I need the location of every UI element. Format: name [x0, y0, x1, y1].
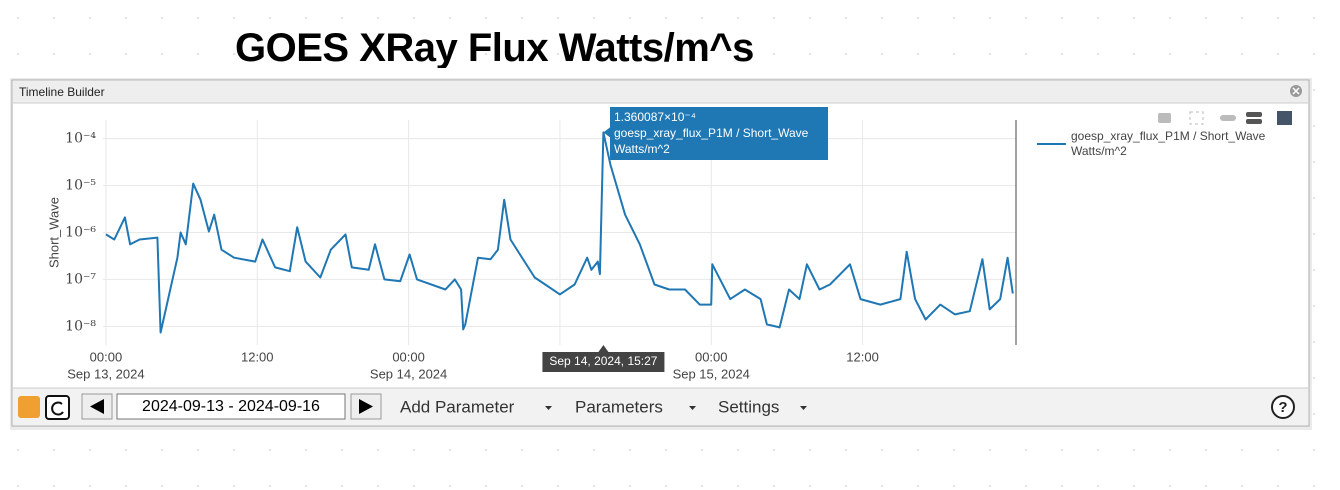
menu-caret — [800, 406, 807, 410]
hover-compare-icon[interactable] — [1246, 112, 1262, 117]
series-line — [105, 131, 1014, 334]
autoscale-icon[interactable] — [1189, 111, 1204, 125]
date-range-input[interactable] — [116, 393, 346, 420]
hover-x-label: Sep 14, 2024, 15:27 — [549, 354, 657, 368]
legend-label[interactable]: goesp_xray_flux_P1M / Short_Wave Watts/m… — [1071, 129, 1266, 158]
refresh-icon — [51, 401, 64, 416]
plotly-logo[interactable] — [1277, 111, 1292, 125]
help-button[interactable] — [1271, 395, 1295, 419]
menu-caret — [545, 406, 552, 410]
menu-caret — [689, 406, 696, 410]
x-tick-label: Sep 13, 2024 — [67, 366, 144, 381]
menu-settings[interactable]: Settings — [718, 397, 779, 416]
page-title: GOES XRay Flux Watts/m^s — [235, 26, 754, 68]
x-tick-label: 12:00 — [846, 349, 879, 364]
refresh-button[interactable] — [45, 395, 70, 420]
y-axis-title: Short_Wave — [46, 197, 61, 268]
menu-parameters[interactable]: Parameters — [575, 397, 663, 416]
hover-value: 1.360087×10⁻⁴ — [614, 110, 696, 124]
y-tick-label: 10⁻⁷ — [65, 271, 96, 287]
menu-add-parameter[interactable]: Add Parameter — [400, 397, 515, 416]
hover-series: goesp_xray_flux_P1M / Short_Wave Watts/m… — [614, 126, 809, 156]
next-icon — [359, 399, 373, 414]
hover-x-pointer — [598, 345, 609, 352]
x-tick-label: 12:00 — [241, 349, 274, 364]
x-tick-label: 00:00 — [392, 349, 425, 364]
prev-icon — [90, 399, 104, 414]
window-header — [13, 81, 1308, 103]
y-tick-label: 10⁻⁶ — [65, 225, 96, 241]
y-tick-label: 10⁻⁸ — [65, 318, 96, 334]
y-tick-label: 10⁻⁵ — [65, 178, 96, 194]
close-icon — [1292, 87, 1300, 95]
hover-closest-icon[interactable] — [1220, 115, 1236, 121]
hover-pointer — [603, 127, 610, 138]
date-range: 2024-09-13 - 2024-09-16 — [142, 398, 320, 415]
x-tick-label: 00:00 — [695, 349, 728, 364]
window-title: Timeline Builder — [19, 85, 105, 99]
x-tick-label: Sep 14, 2024 — [370, 366, 447, 381]
camera-icon[interactable] — [1158, 113, 1171, 123]
image-button[interactable] — [18, 396, 40, 418]
hover-tooltip: 1.360087×10⁻⁴ goesp_xray_flux_P1M / Shor… — [610, 107, 828, 160]
y-tick-label: 10⁻⁴ — [65, 131, 96, 147]
x-tick-label: 00:00 — [90, 349, 123, 364]
x-tick-label: Sep 15, 2024 — [673, 366, 750, 381]
help-icon: ? — [1278, 399, 1287, 416]
hover-x-box — [542, 352, 665, 372]
plot: 10⁻⁸ 10⁻⁷ 10⁻⁶ 10⁻⁵ 10⁻⁴ 00:00 Sep 13, 2024 12:… — [46, 120, 1066, 381]
hover-compare-icon[interactable] — [1246, 119, 1262, 124]
